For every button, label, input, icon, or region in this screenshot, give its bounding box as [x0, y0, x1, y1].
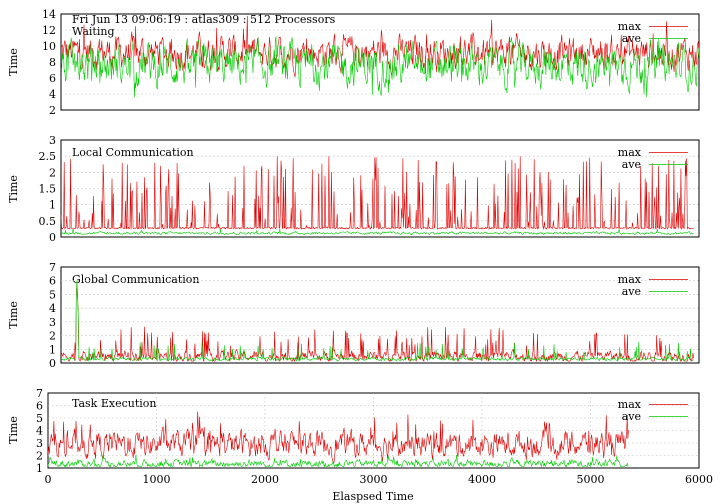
y-tick-label: 2 [36, 450, 43, 463]
y-ticks: 2 4 6 8 10 12 14 [42, 8, 56, 117]
legend: max ave [618, 20, 688, 45]
header-text: Fri Jun 13 09:06:19 : atlas309 : 512 Pro… [72, 13, 336, 26]
y-tick-label: 2 [49, 330, 56, 343]
y-tick-label: 0.5 [39, 215, 57, 228]
y-tick-label: 1 [36, 462, 43, 475]
series-group [60, 15, 700, 98]
x-tick-label: 4000 [468, 473, 496, 486]
y-tick-label: 4 [49, 302, 56, 315]
y-tick-label: 1.5 [39, 183, 57, 196]
series-line-max [60, 15, 700, 78]
y-tick-label: 2.5 [39, 150, 57, 163]
legend: max ave [618, 146, 688, 171]
y-tick-label: 4 [49, 88, 56, 101]
legend-label-max: max [618, 273, 642, 286]
grid [48, 393, 699, 468]
x-tick-label: 0 [45, 473, 52, 486]
y-ticks: 0 0.5 1 1.5 2 2.5 3 [39, 134, 57, 244]
grid [61, 155, 699, 222]
series-group [47, 411, 629, 468]
y-tick-label: 4 [36, 425, 43, 438]
y-tick-label: 5 [49, 288, 56, 301]
y-axis-label: Time [7, 416, 20, 444]
series-line-ave [60, 36, 700, 98]
y-tick-label: 10 [42, 40, 56, 53]
y-tick-label: 5 [36, 412, 43, 425]
y-tick-label: 2 [49, 104, 56, 117]
y-tick-label: 8 [49, 56, 56, 69]
y-tick-label: 6 [49, 72, 56, 85]
y-tick-label: 6 [36, 400, 43, 413]
panel-title: Waiting [72, 25, 115, 38]
legend-label-max: max [618, 146, 642, 159]
panel-local-communication: Local Communication Time 0 0.5 1 1.5 2 2.5 3 m… [7, 134, 700, 244]
panel-title: Local Communication [72, 146, 194, 159]
series-line-ave [60, 228, 694, 236]
x-axis-label: Elaspsed Time [332, 490, 413, 503]
series-line-max [60, 156, 694, 231]
x-tick-label: 6000 [685, 473, 713, 486]
x-tick-label: 5000 [577, 473, 605, 486]
y-axis-label: Time [7, 301, 20, 329]
y-tick-label: 0 [49, 231, 56, 244]
y-tick-label: 0 [49, 357, 56, 370]
y-tick-label: 1 [49, 199, 56, 212]
legend-label-max: max [618, 398, 642, 411]
legend-label-ave: ave [622, 285, 641, 298]
y-tick-label: 1 [49, 343, 56, 356]
y-tick-label: 2 [49, 166, 56, 179]
legend-label-ave: ave [622, 32, 641, 45]
x-tick-label: 1000 [143, 473, 171, 486]
y-tick-label: 7 [36, 387, 43, 400]
y-axis-label: Time [7, 48, 20, 76]
x-tick-label: 2000 [251, 473, 279, 486]
y-tick-label: 6 [49, 275, 56, 288]
x-ticks: 0 1000 2000 3000 4000 5000 6000 [45, 473, 714, 486]
legend-label-ave: ave [622, 410, 641, 423]
y-tick-label: 3 [36, 437, 43, 450]
panel-title: Task Execution [72, 397, 156, 410]
series-group [60, 156, 694, 236]
plot-frame [60, 266, 700, 364]
panel-title: Global Communication [72, 273, 200, 286]
y-tick-label: 3 [49, 316, 56, 329]
panel-waiting: Waiting Time 2 4 6 8 10 12 14 max ave [7, 8, 700, 117]
y-axis-label: Time [7, 175, 20, 203]
legend-label-ave: ave [622, 158, 641, 171]
legend: max ave [618, 398, 688, 423]
legend-label-max: max [618, 20, 642, 33]
series-line-max [47, 411, 629, 465]
y-tick-label: 14 [42, 8, 56, 21]
x-tick-label: 3000 [360, 473, 388, 486]
y-tick-label: 3 [49, 134, 56, 147]
y-tick-label: 7 [49, 261, 56, 274]
legend: max ave [618, 273, 688, 298]
y-tick-label: 12 [42, 24, 56, 37]
series-group [60, 280, 694, 363]
series-line-ave [60, 280, 694, 362]
series-line-ave [47, 454, 629, 468]
